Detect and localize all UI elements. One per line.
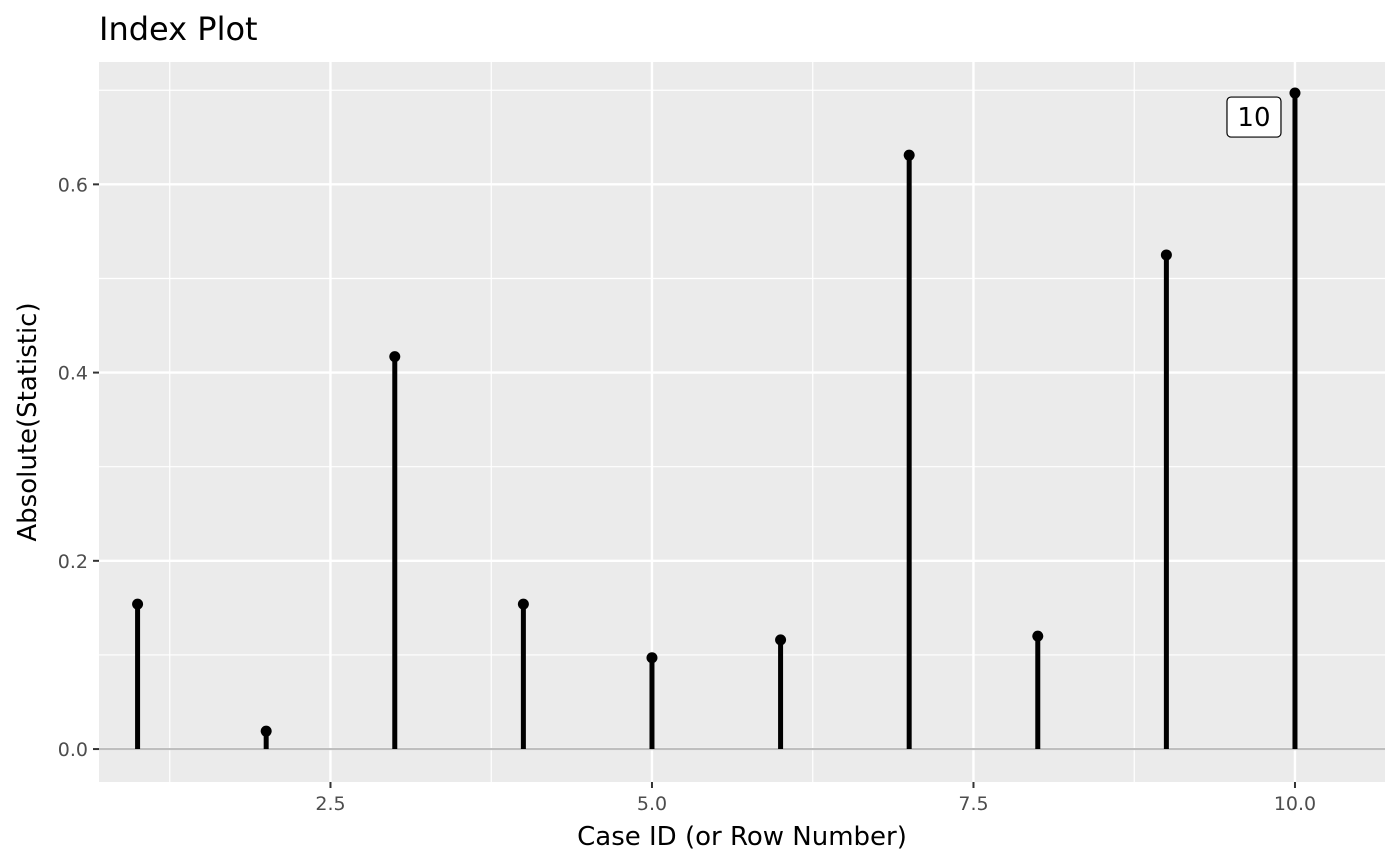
point-5 (646, 652, 658, 664)
point-7 (903, 149, 915, 161)
annotation-box-0 (1226, 96, 1282, 138)
y-tick-label-0: 0.0 (58, 739, 88, 761)
y-axis-title: Absolute(Statistic) (13, 302, 43, 541)
y-axis: 0.0 0.2 0.4 0.6 (58, 174, 99, 761)
point-10 (1289, 87, 1301, 99)
point-9 (1160, 249, 1172, 261)
point-4 (517, 598, 529, 610)
x-axis: 2.5 5.0 7.5 10.0 (315, 782, 1316, 815)
chart-title: Index Plot (99, 10, 258, 48)
x-tick-label-1: 5.0 (637, 793, 667, 815)
point-8 (1032, 630, 1044, 642)
x-axis-title: Case ID (or Row Number) (577, 822, 907, 852)
point-3 (389, 351, 401, 363)
x-tick-label-0: 2.5 (315, 793, 345, 815)
x-tick-label-2: 7.5 (958, 793, 988, 815)
point-6 (775, 634, 787, 646)
data-points (132, 87, 1301, 737)
stem-lines (135, 93, 1298, 750)
point-annotations: 10 (1226, 96, 1282, 138)
plot-panel (99, 62, 1385, 782)
minor-gridlines (99, 62, 1385, 782)
annotation-label-0: 10 (1237, 103, 1270, 133)
point-2 (260, 725, 272, 737)
point-1 (132, 598, 144, 610)
y-tick-label-3: 0.6 (58, 174, 88, 196)
y-tick-label-1: 0.2 (58, 551, 88, 573)
x-tick-label-3: 10.0 (1274, 793, 1316, 815)
y-tick-label-2: 0.4 (58, 363, 88, 385)
